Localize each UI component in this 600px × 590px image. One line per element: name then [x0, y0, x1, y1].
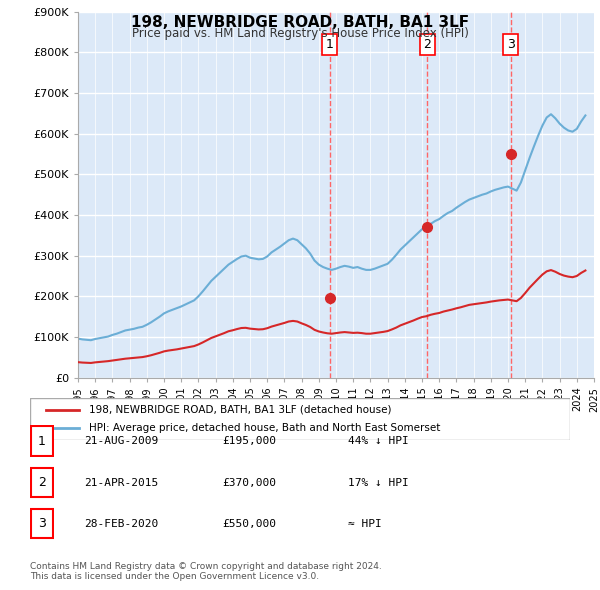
Text: 21-AUG-2009: 21-AUG-2009 [84, 437, 158, 446]
Text: £370,000: £370,000 [222, 478, 276, 487]
Text: Price paid vs. HM Land Registry's House Price Index (HPI): Price paid vs. HM Land Registry's House … [131, 27, 469, 40]
Text: 198, NEWBRIDGE ROAD, BATH, BA1 3LF: 198, NEWBRIDGE ROAD, BATH, BA1 3LF [131, 15, 469, 30]
Text: 198, NEWBRIDGE ROAD, BATH, BA1 3LF (detached house): 198, NEWBRIDGE ROAD, BATH, BA1 3LF (deta… [89, 405, 392, 415]
Text: HPI: Average price, detached house, Bath and North East Somerset: HPI: Average price, detached house, Bath… [89, 423, 441, 433]
Text: Contains HM Land Registry data © Crown copyright and database right 2024.
This d: Contains HM Land Registry data © Crown c… [30, 562, 382, 581]
Text: £195,000: £195,000 [222, 437, 276, 446]
Text: £550,000: £550,000 [222, 519, 276, 529]
Text: 1: 1 [38, 434, 46, 448]
Text: 44% ↓ HPI: 44% ↓ HPI [348, 437, 409, 446]
Text: 28-FEB-2020: 28-FEB-2020 [84, 519, 158, 529]
Text: 3: 3 [507, 38, 515, 51]
FancyBboxPatch shape [31, 427, 53, 455]
Text: 21-APR-2015: 21-APR-2015 [84, 478, 158, 487]
Text: 17% ↓ HPI: 17% ↓ HPI [348, 478, 409, 487]
FancyBboxPatch shape [30, 398, 570, 440]
FancyBboxPatch shape [31, 509, 53, 538]
Text: ≈ HPI: ≈ HPI [348, 519, 382, 529]
Text: 2: 2 [38, 476, 46, 489]
Text: 2: 2 [424, 38, 431, 51]
Text: 1: 1 [326, 38, 334, 51]
FancyBboxPatch shape [31, 468, 53, 497]
Text: 3: 3 [38, 517, 46, 530]
